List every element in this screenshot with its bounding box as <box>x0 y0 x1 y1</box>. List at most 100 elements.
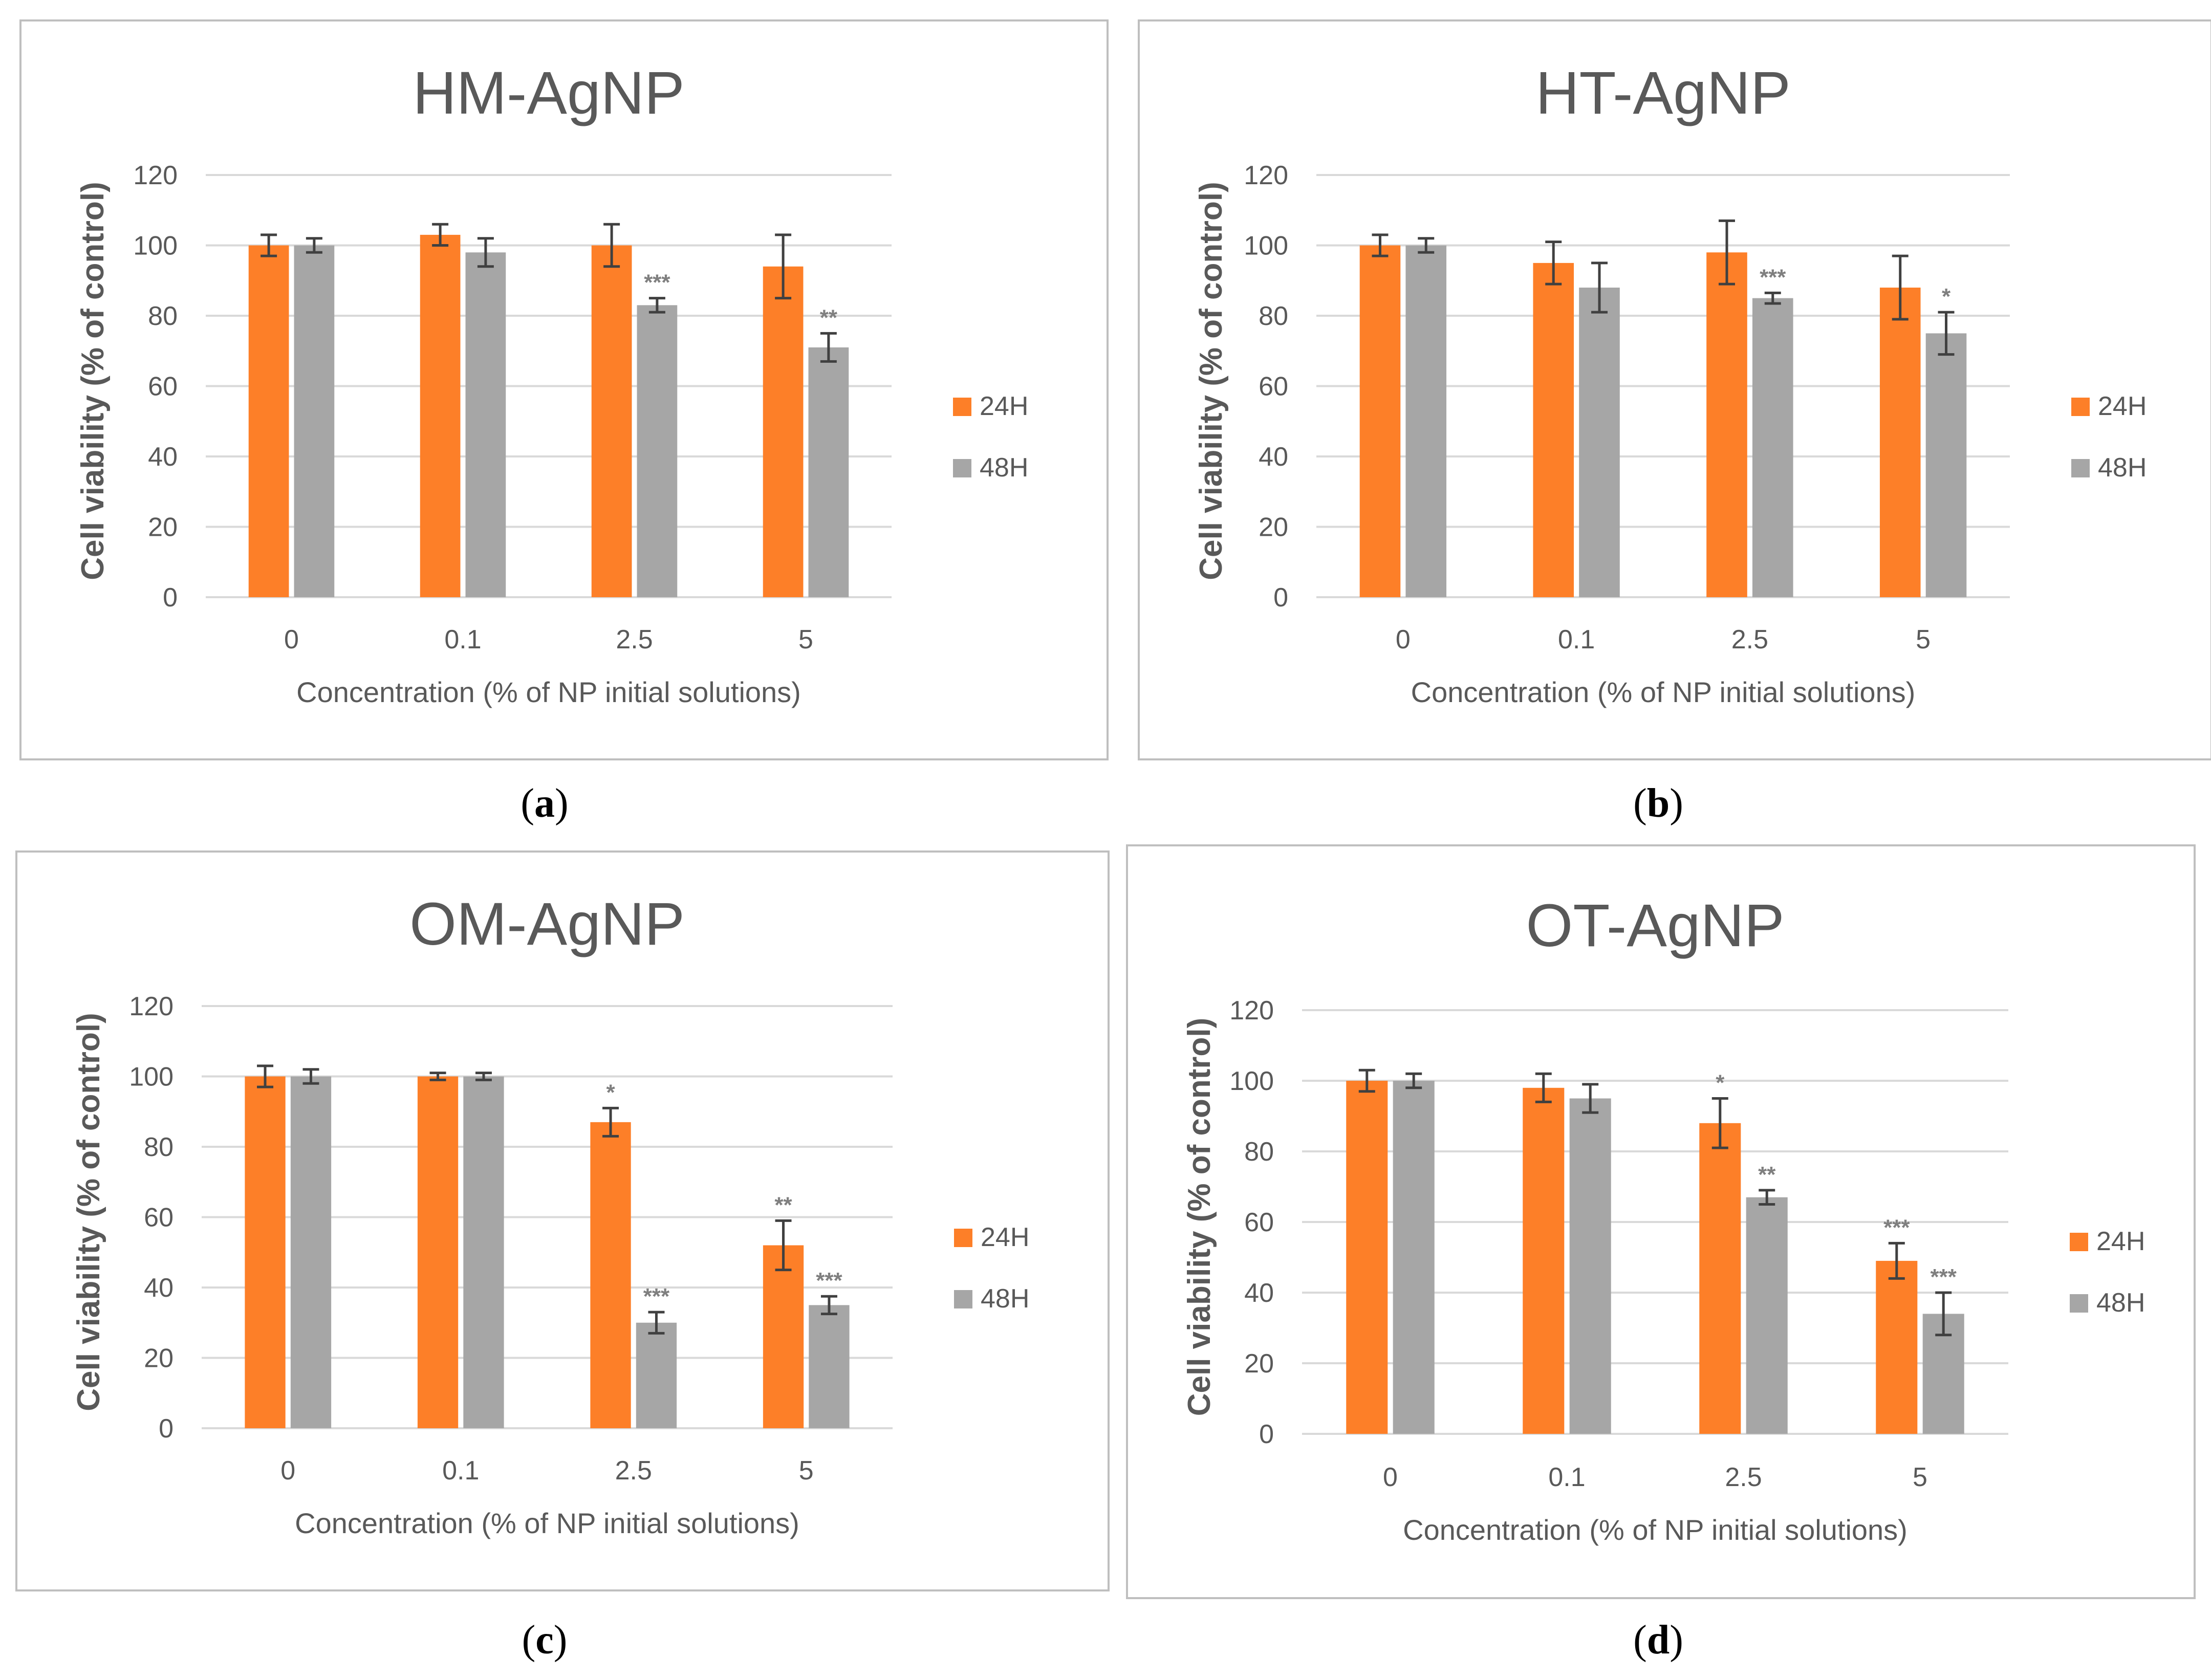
significance-marker: ** <box>774 1192 792 1217</box>
x-tick-label: 0.1 <box>442 1456 479 1486</box>
x-tick-label: 5 <box>799 1456 814 1486</box>
bar-48h <box>290 1076 332 1428</box>
x-tick-label: 2.5 <box>616 625 653 654</box>
x-tick-label: 5 <box>798 625 813 654</box>
legend-label-24h: 24H <box>2098 391 2147 421</box>
y-tick-label: 80 <box>1259 301 1288 331</box>
bar-48h <box>808 347 849 597</box>
chart-title: OT-AgNP <box>1526 892 1785 959</box>
bar-24h <box>420 234 461 597</box>
y-axis-label: Cell viability (% of control) <box>1194 182 1229 580</box>
chart-panel-d: 0 20 40 60 80 100 120 OT-AgNP Cell viability (% … <box>1126 844 2196 1599</box>
bar-48h <box>1925 333 1967 597</box>
bar-24h <box>763 266 804 597</box>
bar-24h <box>1359 245 1401 597</box>
significance-marker: *** <box>816 1268 842 1293</box>
bar-48h <box>1752 298 1793 597</box>
y-tick-label: 0 <box>1259 1420 1274 1449</box>
legend-swatch-48h <box>953 459 971 477</box>
significance-marker: * <box>1716 1071 1725 1096</box>
bar-24h <box>1706 252 1747 597</box>
legend-swatch-48h <box>954 1290 972 1308</box>
x-axis-label: Concentration (% of NP initial solutions… <box>1403 1514 1907 1546</box>
significance-marker: * <box>1942 284 1951 309</box>
caption-letter-c: c <box>535 1618 554 1663</box>
bar-48h <box>1569 1098 1611 1434</box>
caption-letter-b: b <box>1646 781 1670 826</box>
bar-48h <box>465 252 506 597</box>
y-tick-label: 100 <box>1244 231 1288 261</box>
bar-24h <box>1699 1123 1741 1434</box>
legend-label-24h: 24H <box>2096 1227 2145 1256</box>
y-tick-label: 20 <box>148 513 178 542</box>
significance-marker: *** <box>644 270 670 295</box>
significance-marker: *** <box>643 1284 670 1309</box>
bar-48h <box>294 245 335 597</box>
legend-label-24h: 24H <box>981 1223 1029 1252</box>
significance-marker: *** <box>1931 1264 1957 1290</box>
x-tick-label: 2.5 <box>615 1456 652 1486</box>
x-tick-label: 0.1 <box>444 625 481 654</box>
legend-label-48h: 48H <box>981 1284 1029 1314</box>
bar-24h <box>1876 1260 1918 1434</box>
y-tick-label: 60 <box>144 1203 174 1233</box>
caption-b: (b) <box>1633 781 1683 826</box>
y-axis-label: Cell viability (% of control) <box>71 1013 106 1411</box>
legend-swatch-24h <box>2071 398 2090 416</box>
bar-24h <box>1533 263 1574 597</box>
chart-panel-a: 0 20 40 60 80 100 120 HM-AgNP Cell viability (% … <box>19 19 1109 760</box>
x-tick-label: 2.5 <box>1731 625 1768 654</box>
y-tick-label: 80 <box>1244 1137 1274 1167</box>
y-axis-label: Cell viability (% of control) <box>1182 1018 1217 1416</box>
x-tick-label: 0 <box>284 625 299 654</box>
legend-label-48h: 48H <box>980 453 1028 483</box>
chart-title: HT-AgNP <box>1535 59 1790 127</box>
y-tick-label: 100 <box>133 231 178 261</box>
legend-swatch-24h <box>953 398 971 416</box>
x-tick-label: 0 <box>1396 625 1411 654</box>
x-tick-label: 2.5 <box>1725 1463 1762 1492</box>
y-tick-label: 120 <box>1244 161 1288 190</box>
y-tick-label: 20 <box>144 1344 174 1373</box>
y-tick-label: 20 <box>1244 1349 1274 1379</box>
x-tick-label: 0.1 <box>1548 1463 1585 1492</box>
chart-svg-b: 0 20 40 60 80 100 120 HT-AgNP Cell viability (% … <box>1194 59 2147 708</box>
bar-24h <box>245 1076 286 1428</box>
y-tick-label: 100 <box>1229 1066 1274 1096</box>
bar-24h <box>1879 288 1921 597</box>
y-tick-label: 120 <box>1229 996 1274 1026</box>
x-axis-label: Concentration (% of NP initial solutions… <box>1411 676 1916 708</box>
bar-48h <box>809 1305 850 1428</box>
bar-24h <box>1346 1081 1388 1434</box>
y-tick-label: 120 <box>129 992 174 1021</box>
chart-panel-c: 0 20 40 60 80 100 120 OM-AgNP Cell viability (% … <box>15 850 1110 1591</box>
caption-a: (a) <box>521 781 569 826</box>
bar-24h <box>590 1122 631 1428</box>
bar-24h <box>248 245 289 597</box>
bar-48h <box>1746 1197 1788 1434</box>
y-tick-label: 40 <box>1244 1278 1274 1308</box>
bar-24h <box>1523 1087 1565 1434</box>
bar-48h <box>1393 1081 1435 1434</box>
y-tick-label: 40 <box>1259 442 1288 472</box>
chart-svg-d: 0 20 40 60 80 100 120 OT-AgNP Cell viability (% … <box>1182 892 2145 1546</box>
caption-letter-a: a <box>534 781 555 826</box>
bar-24h <box>591 245 632 597</box>
bar-24h <box>417 1076 459 1428</box>
y-tick-label: 80 <box>148 301 178 331</box>
chart-panel-b: 0 20 40 60 80 100 120 HT-AgNP Cell viability (% … <box>1138 19 2211 760</box>
legend-label-48h: 48H <box>2096 1288 2145 1318</box>
bar-48h <box>1405 245 1447 597</box>
legend-swatch-48h <box>2071 459 2090 477</box>
x-tick-label: 0 <box>280 1456 295 1486</box>
chart-svg-c: 0 20 40 60 80 100 120 OM-AgNP Cell viability (% … <box>71 890 1029 1539</box>
x-axis-label: Concentration (% of NP initial solutions… <box>295 1507 799 1539</box>
x-axis-label: Concentration (% of NP initial solutions… <box>296 676 801 708</box>
bar-48h <box>1579 288 1620 597</box>
bar-24h <box>763 1245 804 1428</box>
significance-marker: *** <box>1883 1215 1910 1240</box>
y-tick-label: 0 <box>159 1414 174 1444</box>
bar-48h <box>463 1076 504 1428</box>
x-tick-label: 5 <box>1913 1463 1927 1492</box>
x-tick-label: 0 <box>1383 1463 1398 1492</box>
